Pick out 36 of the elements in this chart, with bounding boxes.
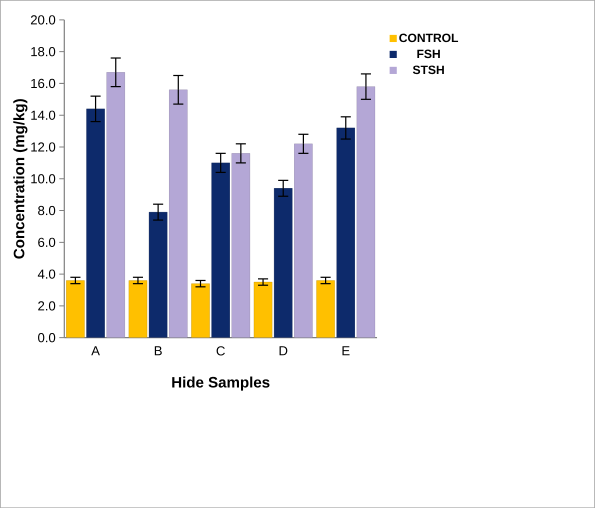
legend-label: STSH [412, 65, 444, 74]
y-tick-label: 16.0 [31, 78, 56, 88]
bar [316, 280, 335, 338]
y-tick-label: 4.0 [38, 269, 56, 279]
y-tick-label: 0.0 [38, 332, 56, 342]
bar [294, 144, 313, 338]
y-tick-label: 20.0 [30, 15, 56, 24]
x-tick-label: D [280, 346, 288, 356]
x-tick-label: E [342, 346, 350, 356]
y-tick-label: 2.0 [38, 301, 56, 310]
y-tick-label: 10.0 [31, 174, 56, 184]
bar [336, 128, 355, 338]
bar [106, 72, 125, 338]
bar [169, 90, 188, 338]
y-tick-label: 6.0 [38, 238, 56, 247]
legend-label: FSH [417, 50, 440, 58]
y-tick-label: 14.0 [31, 110, 56, 120]
x-axis-title: Hide Samples [172, 376, 270, 390]
y-tick-label: 12.0 [31, 142, 56, 152]
x-tick-label: B [154, 346, 162, 356]
y-tick-label: 18.0 [31, 46, 56, 56]
y-tick-label: 8.0 [38, 206, 56, 216]
bar [274, 188, 292, 338]
bar [232, 153, 250, 338]
bar [128, 280, 148, 338]
bar [211, 162, 230, 338]
bar [191, 283, 210, 338]
y-axis-title: Concentration (mg/kg) [13, 99, 28, 258]
bar [356, 86, 376, 338]
bar [254, 282, 272, 338]
bar [86, 108, 105, 338]
bar [66, 280, 85, 338]
x-tick-label: A [91, 346, 100, 356]
x-tick-label: C [216, 346, 225, 356]
bar [148, 212, 168, 338]
legend-label: CONTROL [399, 34, 458, 42]
